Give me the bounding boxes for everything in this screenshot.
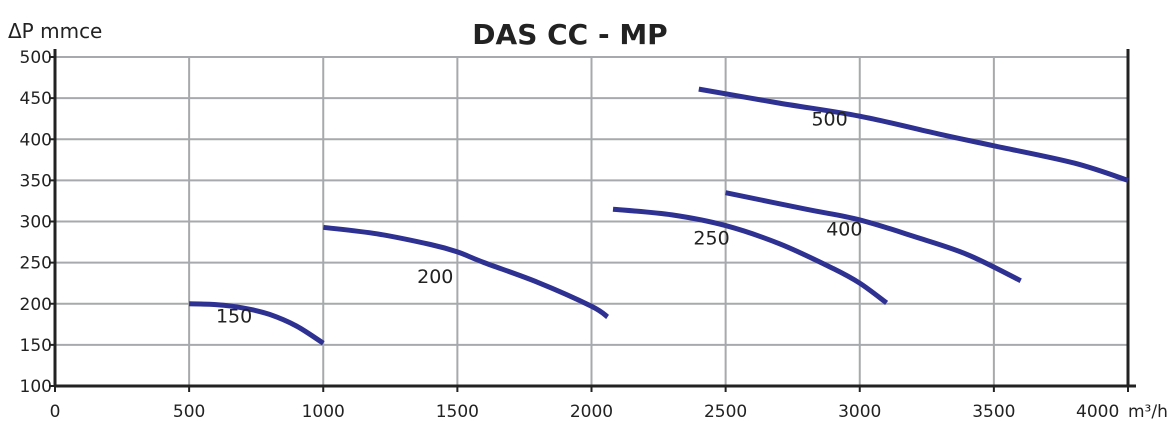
y-tick-label: 100 xyxy=(20,377,52,397)
series-line-150 xyxy=(189,301,325,346)
y-tick-label: 200 xyxy=(20,295,52,315)
series-labels: 150 200 250 400 500 xyxy=(216,108,863,327)
x-tick-label: 2500 xyxy=(704,402,747,421)
chart-title: DAS CC - MP xyxy=(472,18,667,51)
y-tick-label: 400 xyxy=(20,130,52,150)
x-tick-label: 2000 xyxy=(570,402,613,421)
series-line-250 xyxy=(612,206,889,305)
x-tick-label: 1500 xyxy=(436,402,479,421)
series-label-500: 500 xyxy=(811,108,847,130)
series-line-400 xyxy=(725,190,1022,283)
x-tick-label: 1000 xyxy=(302,402,345,421)
x-tick-label: 0 xyxy=(50,402,61,421)
x-tick-label: 4000 xyxy=(1076,402,1119,421)
x-tick-label: 500 xyxy=(173,402,205,421)
tick-labels: 0 500 1000 1500 2000 2500 3000 3500 4000 m³/h 100 1… xyxy=(20,48,1168,421)
y-axis-label: ΔP mmce xyxy=(8,19,102,43)
series-label-200: 200 xyxy=(417,266,453,288)
axes xyxy=(49,49,1136,392)
x-tick-label: 3500 xyxy=(972,402,1015,421)
y-tick-label: 450 xyxy=(20,89,52,109)
y-tick-label: 300 xyxy=(20,213,52,233)
y-tick-label: 250 xyxy=(20,254,52,274)
series-label-150: 150 xyxy=(216,306,252,328)
series-line-200 xyxy=(322,224,610,319)
y-tick-label: 350 xyxy=(20,171,52,191)
grid xyxy=(55,56,1128,386)
series-label-400: 400 xyxy=(826,218,862,240)
series-line-500 xyxy=(698,86,1129,183)
x-tick-label: 3000 xyxy=(838,402,881,421)
x-axis-unit-label: m³/h xyxy=(1128,402,1168,421)
series-label-250: 250 xyxy=(693,228,729,250)
series-curves xyxy=(189,86,1129,346)
y-tick-label: 500 xyxy=(20,48,52,68)
y-tick-label: 150 xyxy=(20,336,52,356)
